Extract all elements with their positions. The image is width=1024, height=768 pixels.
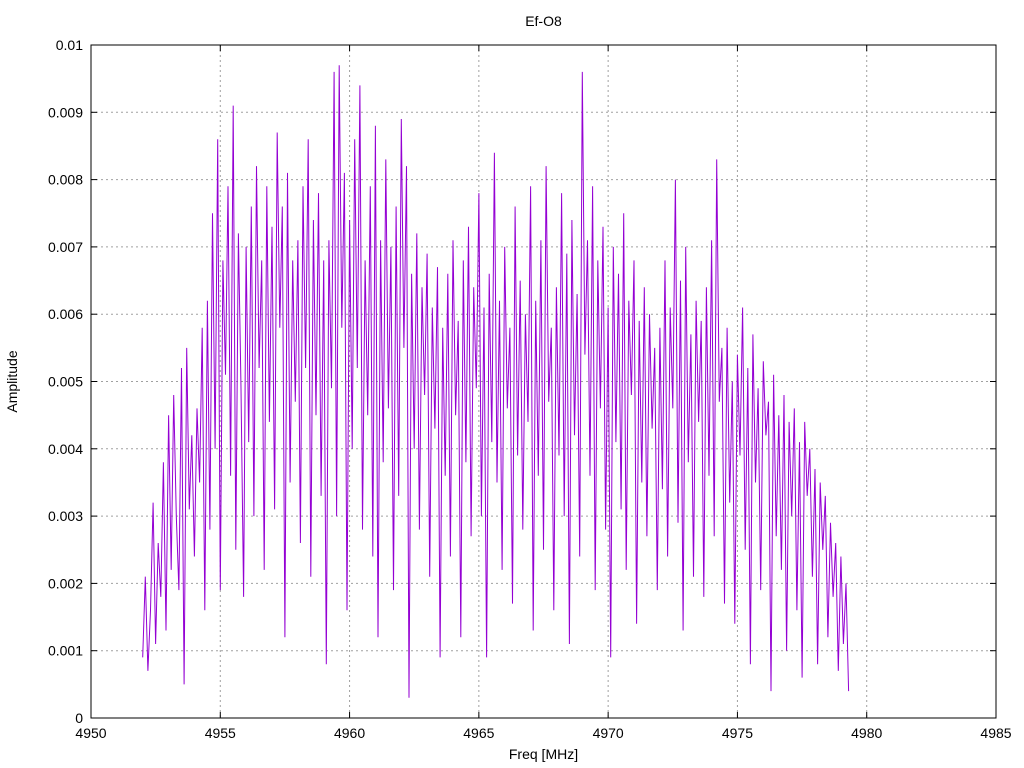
y-axis-title: Amplitude [4, 350, 20, 412]
y-tick-label: 0.005 [48, 374, 83, 390]
y-tick-label: 0.003 [48, 508, 83, 524]
x-tick-label: 4950 [75, 725, 106, 741]
y-tick-label: 0 [75, 710, 83, 726]
x-tick-label: 4965 [463, 725, 494, 741]
x-tick-label: 4955 [205, 725, 236, 741]
x-tick-label: 4970 [593, 725, 624, 741]
series-line-0 [142, 65, 850, 698]
y-tick-labels: 0 0.001 0.002 0.003 0.004 0.005 0.006 0.007 0.00… [48, 37, 83, 726]
y-tick-label: 0.004 [48, 441, 83, 457]
y-tick-label: 0.006 [48, 306, 83, 322]
x-tick-label: 4960 [334, 725, 365, 741]
y-tick-label: 0.008 [48, 172, 83, 188]
y-tick-label: 0.007 [48, 239, 83, 255]
x-tick-label: 4975 [722, 725, 753, 741]
y-tick-label: 0.002 [48, 575, 83, 591]
x-tick-label: 4980 [851, 725, 882, 741]
series-layer [142, 65, 850, 698]
y-tick-label: 0.001 [48, 643, 83, 659]
x-axis-title: Freq [MHz] [509, 746, 578, 762]
grid [91, 45, 996, 718]
y-tick-label: 0.009 [48, 104, 83, 120]
y-tick-label: 0.01 [56, 37, 83, 53]
x-tick-label: 4985 [980, 725, 1011, 741]
x-tick-labels: 4950 4955 4960 4965 4970 4975 4980 4985 [75, 725, 1011, 741]
plot-frame [90, 44, 997, 719]
chart-title: Ef-O8 [525, 13, 562, 29]
